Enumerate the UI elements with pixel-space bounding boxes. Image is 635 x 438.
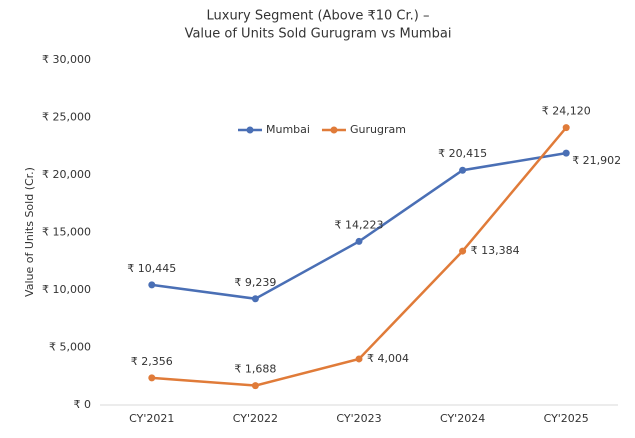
data-label: ₹ 2,356 <box>131 355 173 368</box>
x-tick-label: CY'2021 <box>129 412 174 425</box>
legend-marker <box>246 126 254 134</box>
data-label: ₹ 4,004 <box>367 352 409 365</box>
data-point <box>251 295 259 303</box>
data-point <box>251 382 259 390</box>
data-point <box>562 149 570 157</box>
data-label: ₹ 14,223 <box>335 218 384 231</box>
data-label: ₹ 1,688 <box>234 363 276 376</box>
legend-label: Gurugram <box>350 123 406 136</box>
data-label: ₹ 13,384 <box>471 244 520 257</box>
chart-title: Luxury Segment (Above ₹10 Cr.) – <box>207 9 430 24</box>
y-tick-label: ₹ 25,000 <box>42 111 91 124</box>
y-tick-label: ₹ 0 <box>74 398 92 411</box>
data-point <box>148 374 156 382</box>
y-tick-label: ₹ 5,000 <box>49 341 91 354</box>
data-point <box>459 247 467 255</box>
legend-label: Mumbai <box>266 123 310 136</box>
data-point <box>562 124 570 132</box>
data-point <box>148 281 156 289</box>
data-label: ₹ 24,120 <box>542 105 591 118</box>
y-tick-label: ₹ 10,000 <box>42 283 91 296</box>
data-label: ₹ 10,445 <box>127 262 176 275</box>
y-tick-label: ₹ 30,000 <box>42 53 91 66</box>
y-tick-label: ₹ 15,000 <box>42 226 91 239</box>
data-label: ₹ 9,239 <box>234 276 276 289</box>
x-tick-label: CY'2022 <box>233 412 278 425</box>
y-axis-label: Value of Units Sold (Cr.) <box>23 167 36 297</box>
x-tick-label: CY'2024 <box>440 412 485 425</box>
x-tick-label: CY'2025 <box>544 412 589 425</box>
data-label: ₹ 20,415 <box>438 147 487 160</box>
chart-title: Value of Units Sold Gurugram vs Mumbai <box>185 27 452 42</box>
y-tick-label: ₹ 20,000 <box>42 168 91 181</box>
data-point <box>355 355 363 363</box>
data-label: ₹ 21,902 <box>572 154 621 167</box>
x-tick-label: CY'2023 <box>336 412 381 425</box>
data-point <box>459 166 467 174</box>
data-point <box>355 237 363 245</box>
legend-marker <box>330 126 338 134</box>
